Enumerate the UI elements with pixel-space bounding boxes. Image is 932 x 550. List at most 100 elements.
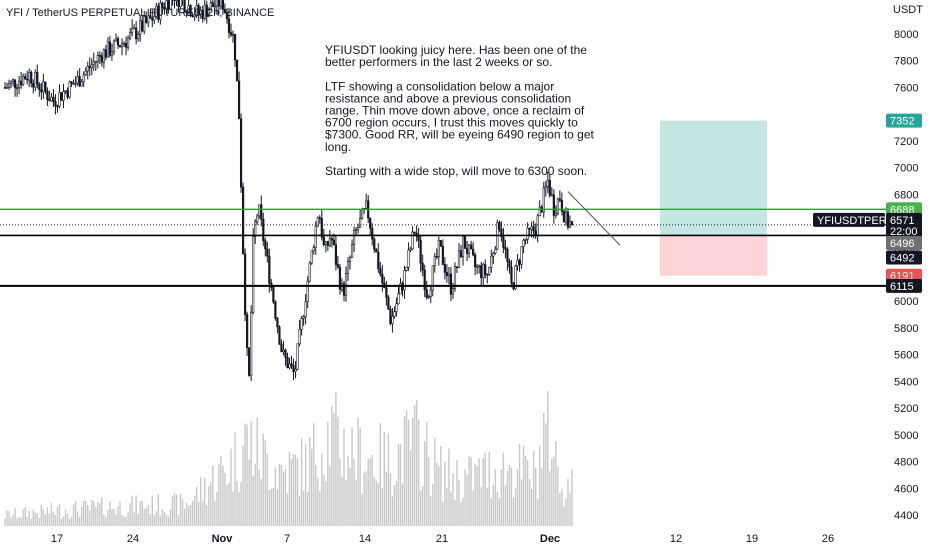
time-axis[interactable]: 17 24 Nov 7 14 21 Dec 12 19 26 xyxy=(51,533,834,545)
time-tick-label: 17 xyxy=(51,533,63,545)
volume-bar xyxy=(383,431,386,526)
volume-bar xyxy=(85,500,87,526)
candle xyxy=(100,52,103,67)
volume-bar xyxy=(294,454,297,526)
candle xyxy=(195,0,198,19)
volume-bar xyxy=(313,423,315,526)
volume-bar xyxy=(528,478,531,526)
volume-bar xyxy=(532,450,535,526)
price-axis[interactable]: USDT 80007800760072007000680066006400620… xyxy=(893,4,923,522)
annotation-line: better performers in the last 2 weeks or… xyxy=(325,55,552,69)
candle xyxy=(524,238,527,245)
candle xyxy=(300,315,303,336)
candle xyxy=(24,73,27,80)
candle xyxy=(207,7,210,17)
volume-bar xyxy=(365,471,367,526)
volume-bar xyxy=(543,413,545,526)
volume-bar xyxy=(56,507,59,526)
candle xyxy=(437,236,440,266)
candle xyxy=(36,64,39,89)
volume-bar xyxy=(87,504,89,526)
candle xyxy=(411,226,414,251)
candle xyxy=(522,238,525,254)
volume-bar xyxy=(165,514,168,526)
candle xyxy=(80,79,83,87)
volume-bar xyxy=(375,480,377,526)
candle xyxy=(163,2,166,15)
annotation-note[interactable]: YFIUSDT looking juicy here. Has been one… xyxy=(325,43,595,178)
candle xyxy=(60,92,63,101)
candle xyxy=(48,90,51,102)
candle xyxy=(90,58,93,76)
volume-bar xyxy=(14,508,16,526)
volume-bar xyxy=(547,391,549,526)
volume-bar xyxy=(498,497,501,526)
candle xyxy=(564,207,568,226)
candle xyxy=(139,14,142,42)
currency-label: USDT xyxy=(893,4,923,16)
volume-bar xyxy=(395,480,398,526)
volume-bar xyxy=(434,438,436,526)
candle xyxy=(431,265,434,297)
candle xyxy=(86,61,89,80)
candle xyxy=(217,0,220,15)
volume-bar xyxy=(252,476,254,526)
candle xyxy=(274,300,277,321)
bar-countdown: 22:00 xyxy=(890,226,918,238)
annotation-line: Starting with a wide stop, will move to … xyxy=(325,164,587,178)
volume-bar xyxy=(306,491,309,526)
volume-bar xyxy=(202,500,204,526)
volume-bar xyxy=(129,503,131,526)
volume-bar xyxy=(541,467,543,526)
candle xyxy=(381,265,384,292)
candle xyxy=(223,3,227,14)
candle xyxy=(405,266,408,272)
volume-bar xyxy=(216,491,218,526)
volume-bar xyxy=(44,513,47,526)
trend-line[interactable] xyxy=(567,191,621,246)
volume-bar xyxy=(421,486,424,526)
candle xyxy=(124,36,128,56)
volume-bar xyxy=(46,507,49,526)
volume-bar xyxy=(282,471,285,526)
candle xyxy=(266,241,269,263)
volume-bar xyxy=(357,417,359,526)
loss-zone[interactable] xyxy=(660,234,767,276)
candle xyxy=(118,44,122,48)
candle xyxy=(66,87,69,100)
price-tick-label: 6000 xyxy=(894,296,918,308)
volume-bar xyxy=(555,441,557,526)
candle xyxy=(526,222,529,244)
volume-bar xyxy=(391,496,394,526)
candle xyxy=(231,30,235,43)
candle xyxy=(70,81,73,88)
candle xyxy=(143,10,146,35)
volume-bar xyxy=(50,502,53,526)
volume-bar xyxy=(38,517,41,526)
candle xyxy=(250,305,253,381)
candle xyxy=(425,280,428,300)
candle xyxy=(407,242,410,271)
candle xyxy=(225,11,229,24)
candle xyxy=(20,71,23,89)
annotation-line: long. xyxy=(325,140,351,154)
candle xyxy=(211,0,214,8)
volume-bar xyxy=(413,404,416,526)
profit-zone[interactable] xyxy=(660,120,767,235)
candle xyxy=(429,286,432,304)
volume-bar xyxy=(270,488,273,526)
volume-bar xyxy=(462,497,464,526)
volume-bar xyxy=(393,484,396,526)
candle xyxy=(449,267,453,302)
volume-bar xyxy=(58,504,61,526)
candle xyxy=(421,254,424,277)
candle xyxy=(276,317,279,334)
candle xyxy=(191,12,194,18)
candle xyxy=(472,242,475,257)
candle xyxy=(129,28,132,41)
volume-bar xyxy=(254,463,256,526)
candle xyxy=(219,0,223,10)
volume-bar xyxy=(571,469,573,526)
